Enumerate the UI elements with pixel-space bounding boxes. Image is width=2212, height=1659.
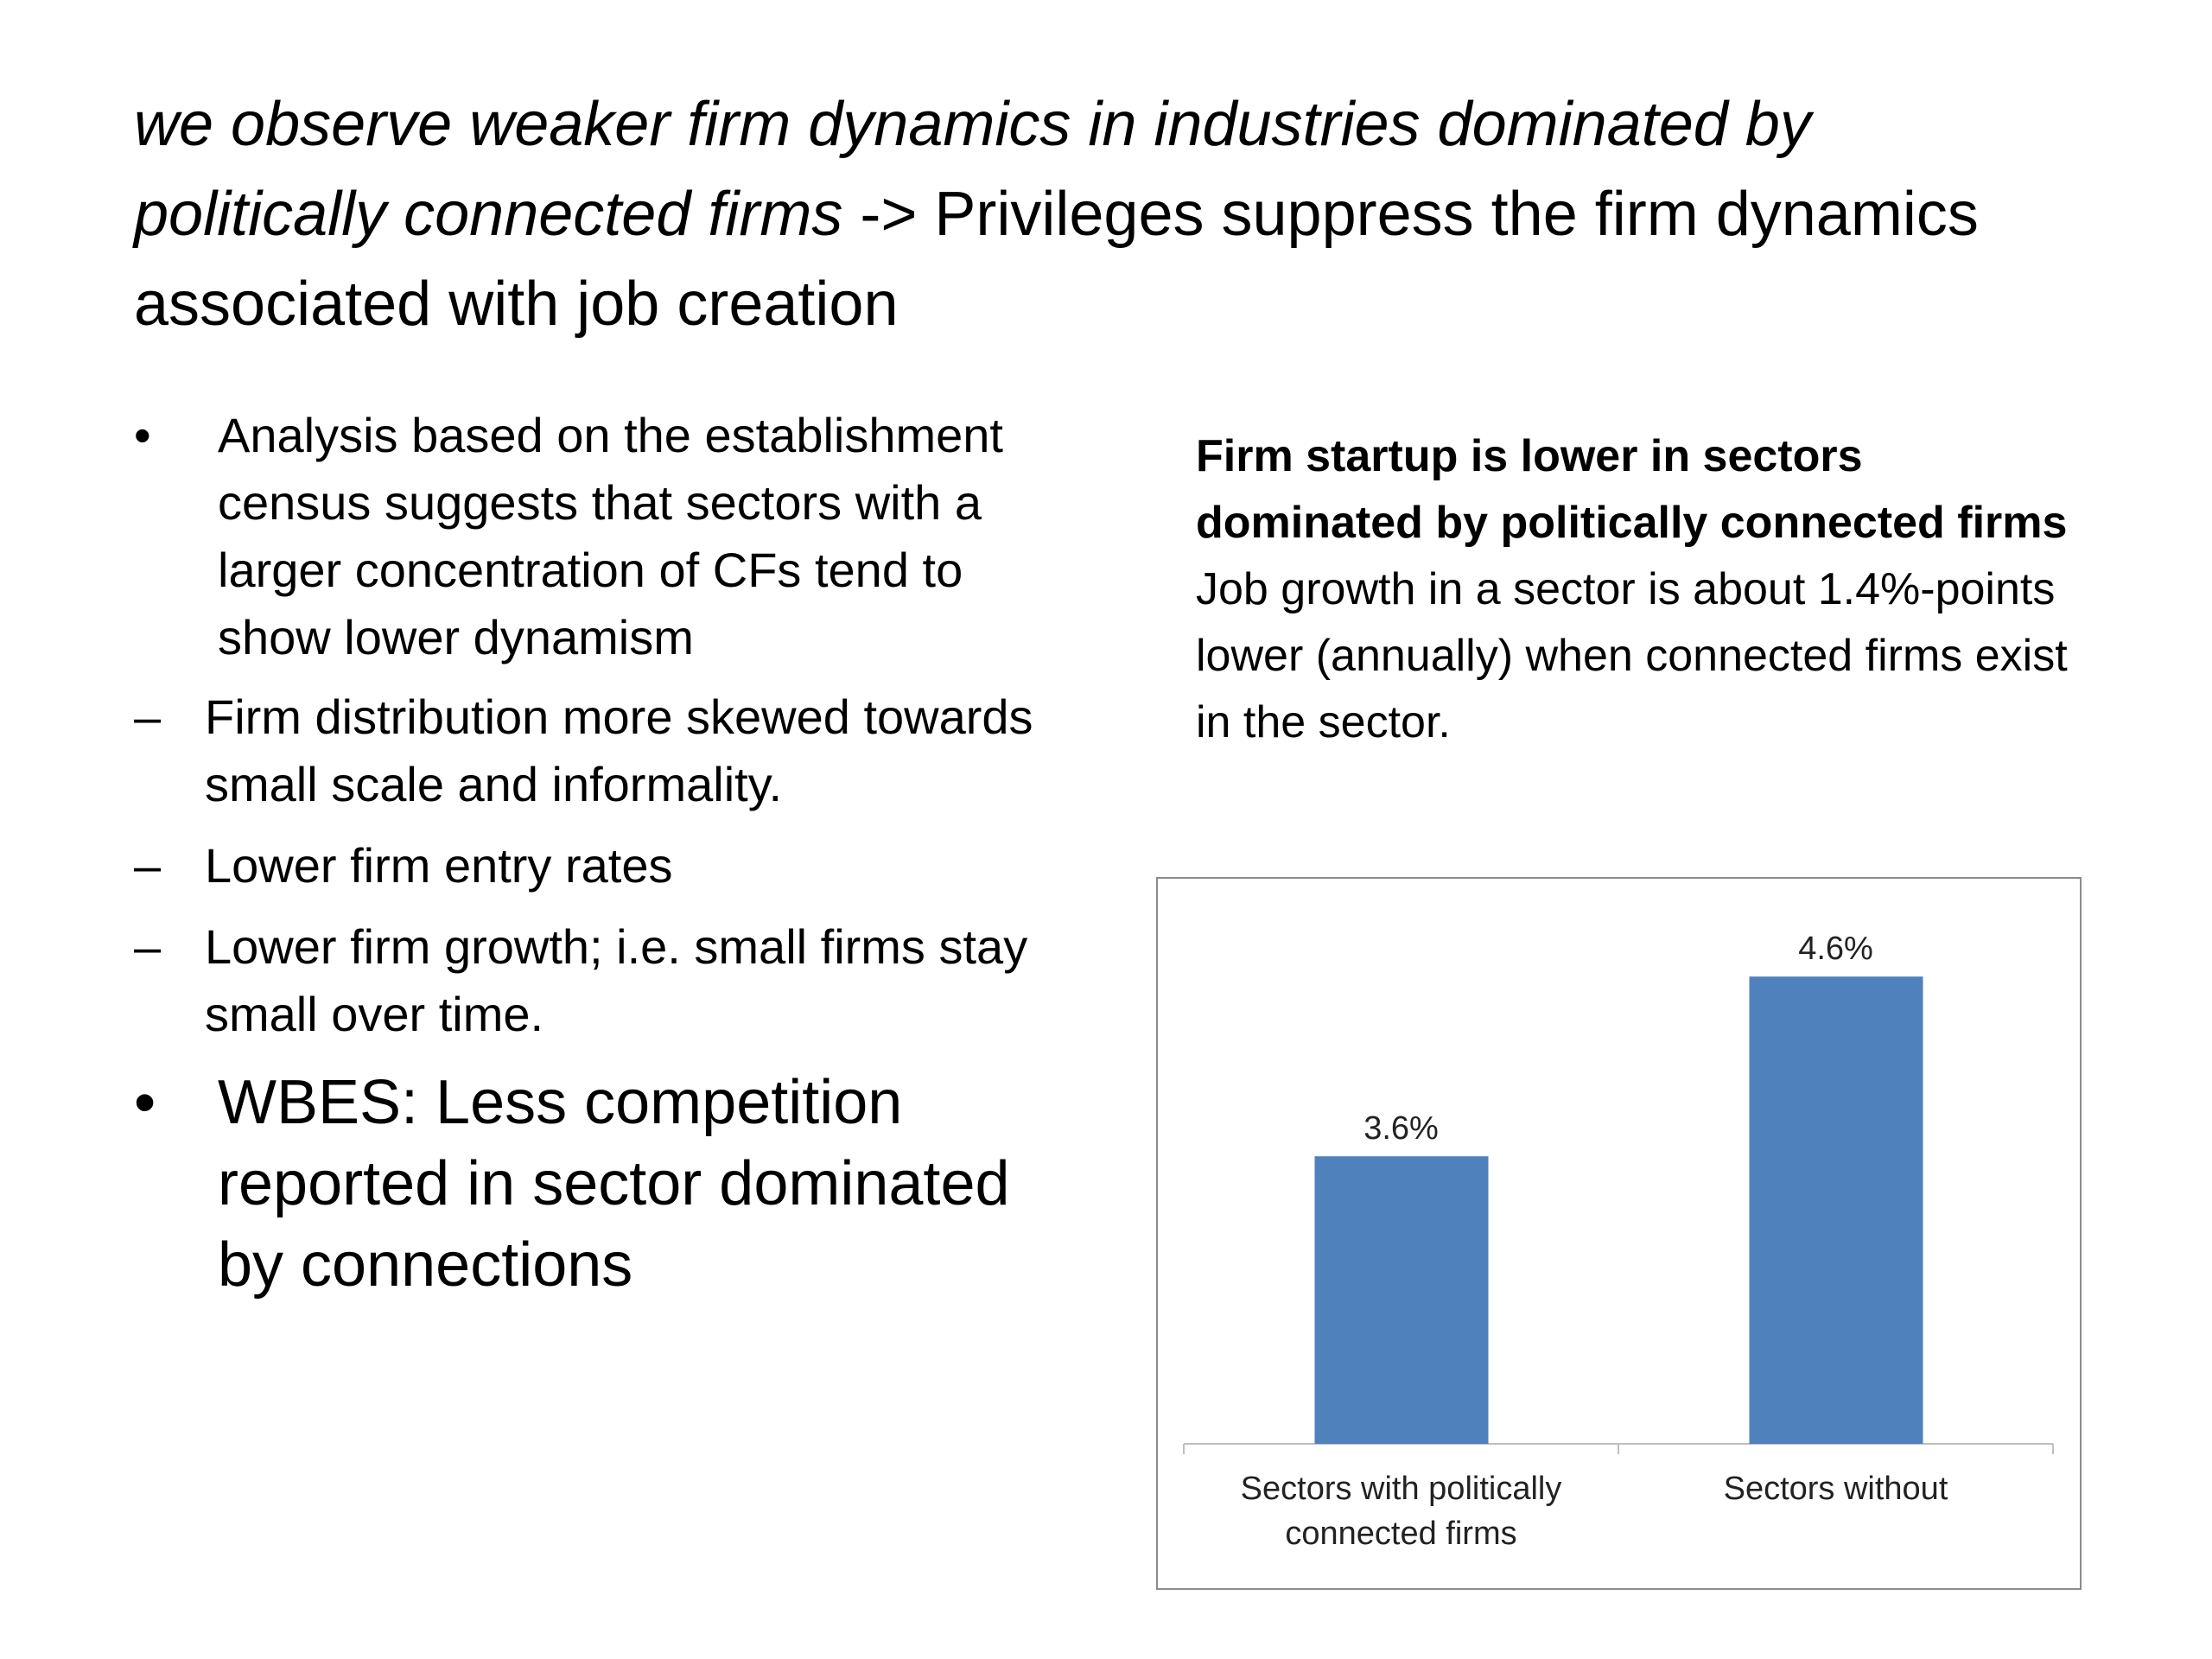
chart-container: 3.6% 4.6% Sectors with politically connec… [1156,877,2082,1590]
bar [1314,1156,1489,1444]
chart-caption: Firm startup is lower in sectors dominat… [1196,423,2077,756]
caption-heading: Firm startup is lower in sectors dominat… [1196,431,2068,548]
sub-list: Firm distribution more skewed towards sm… [134,683,1067,1048]
data-label: 3.6% [1363,1110,1439,1147]
x-tick-label: Sectors without [1723,1471,1948,1507]
title-italic: we observe weaker firm dynamics in indus… [134,90,1811,249]
chart-border [1156,877,2082,1590]
sub-list-wrap: Firm distribution more skewed towards sm… [134,683,1067,1048]
bullet: Analysis based on the establishment cens… [134,402,1067,671]
bullet-text: WBES: Less competition reported in secto… [218,1068,1010,1300]
chart: 3.6% 4.6% [1156,877,2082,1590]
sub-bullet: Lower firm growth; i.e. small firms stay… [134,913,1067,1048]
bullet-list: Analysis based on the establishment cens… [134,402,1067,1306]
bullet-text: Analysis based on the establishment cens… [218,408,1003,664]
bar [1749,976,1923,1444]
slide-title: we observe weaker firm dynamics in indus… [134,79,2078,349]
sub-bullet: Lower firm entry rates [134,832,1067,899]
x-tick-label: Sectors with politically connected firms [1240,1471,1562,1552]
title-normal: -> Privileges suppress the firm dynamics… [134,180,1979,339]
caption-body: Job growth in a sector is about 1.4%-poi… [1196,564,2068,747]
bullet: WBES: Less competition reported in secto… [134,1062,1067,1306]
data-label: 4.6% [1798,931,1873,967]
sub-bullet: Firm distribution more skewed towards sm… [134,683,1067,818]
